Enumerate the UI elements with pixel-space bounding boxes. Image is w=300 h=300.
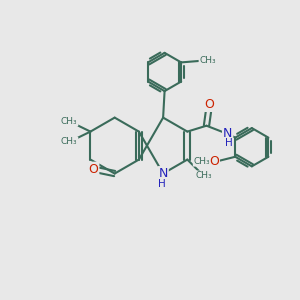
Text: O: O <box>209 155 219 168</box>
Text: O: O <box>88 163 98 176</box>
Text: H: H <box>158 179 166 189</box>
Text: N: N <box>158 167 168 180</box>
Text: CH₃: CH₃ <box>193 157 210 166</box>
Text: CH₃: CH₃ <box>61 137 78 146</box>
Text: CH₃: CH₃ <box>195 171 212 180</box>
Text: H: H <box>225 138 232 148</box>
Text: N: N <box>223 128 232 140</box>
Text: O: O <box>205 98 214 111</box>
Text: CH₃: CH₃ <box>61 117 78 126</box>
Text: CH₃: CH₃ <box>200 56 216 65</box>
